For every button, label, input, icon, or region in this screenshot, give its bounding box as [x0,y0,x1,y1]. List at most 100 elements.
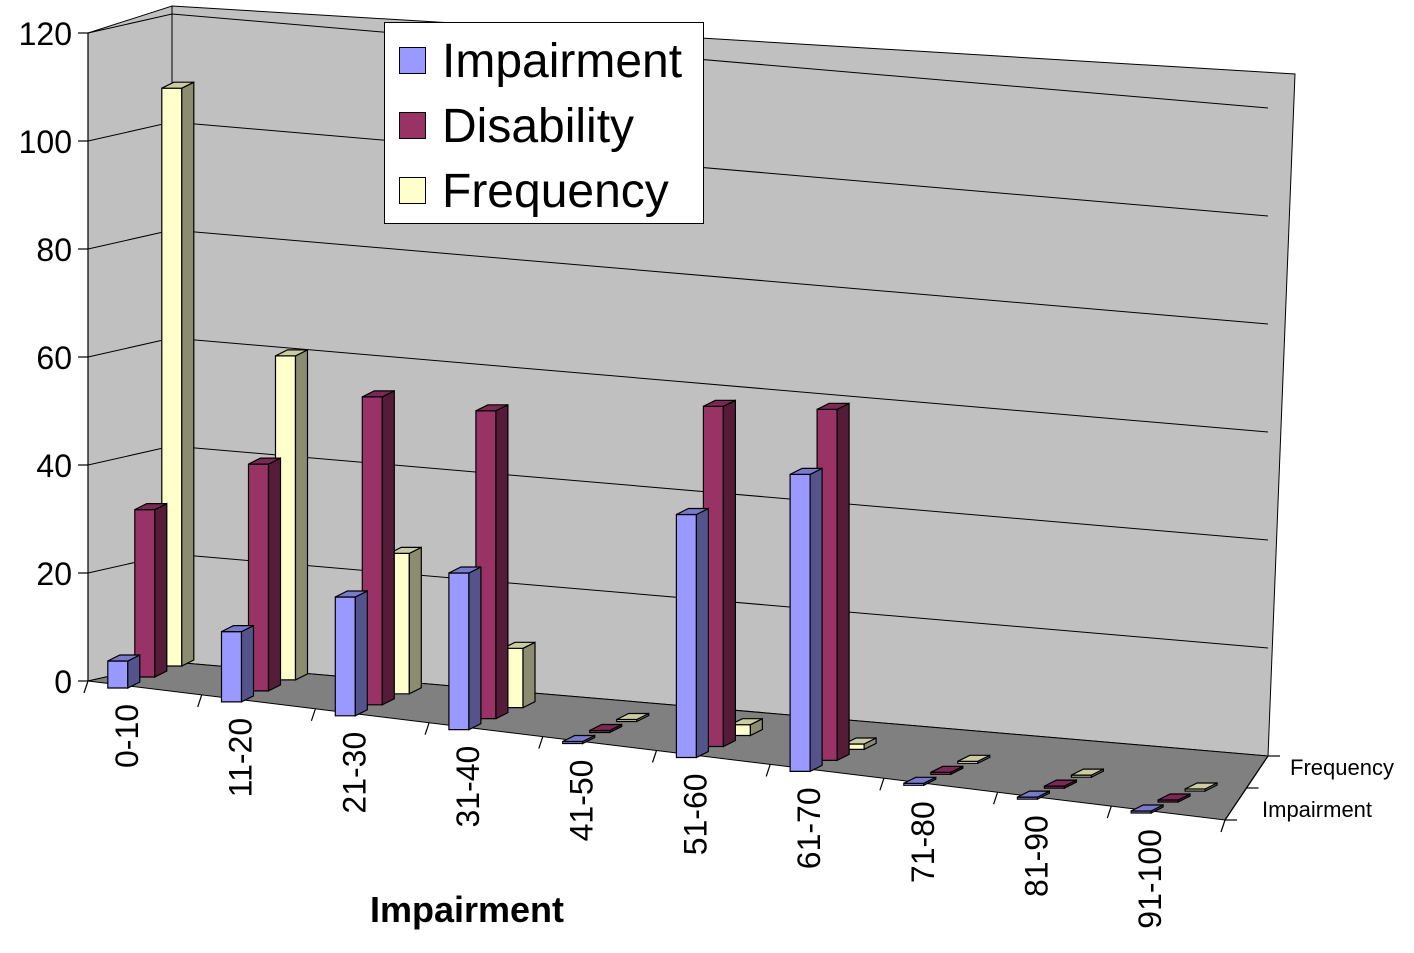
bar-side [468,566,482,731]
bar-top [275,349,308,357]
bar-top [1130,804,1164,812]
bar-side [722,399,737,748]
y-tick-label: 20 [36,556,72,592]
legend-label-disability: Disability [442,100,635,153]
depth-axis-label: Frequency [1290,755,1394,780]
bar-impairment-91-100 [1130,804,1164,814]
bar-impairment-21-30 [334,590,368,717]
y-tick-label: 80 [36,232,72,268]
x-tick-mark [424,722,430,735]
bar-impairment-41-50 [562,734,596,745]
bar-frequency-91-100 [1184,782,1218,792]
bar-side [809,467,823,773]
bar-top [389,546,422,555]
legend-swatch-impairment [399,47,426,74]
bar-impairment-11-20 [220,624,255,703]
x-tick-label: 41-50 [564,760,600,842]
bar-top [789,467,823,475]
bar-top [362,390,395,398]
bar-side [408,546,422,695]
bar-top [562,734,595,743]
bar-disability-81-90 [1043,779,1078,790]
x-tick-label: 31-40 [450,746,486,828]
bar-frequency-41-50 [616,712,650,723]
bar-top [161,81,195,89]
bar-top [730,718,763,726]
bar-top [335,590,368,598]
legend-label-impairment: Impairment [442,35,683,88]
x-tick-label: 71-80 [905,801,941,883]
y-tick-label: 100 [19,124,72,160]
bar-front [220,630,243,703]
bar-top [134,503,168,511]
bar-front [675,513,698,759]
legend: Impairment Disability Frequency [384,22,704,224]
bar-disability-31-40 [475,403,509,720]
x-tick-mark [197,694,203,708]
bar-impairment-61-70 [789,467,823,773]
bar-top [703,399,736,407]
gridline [87,13,1269,109]
x-tick-label: 81-90 [1018,815,1054,897]
bar-side [154,502,168,678]
value-axis: 0 20 40 60 80 100 120 [19,16,89,700]
bar-top [1044,779,1077,787]
bar-front [134,509,156,678]
bar-disability-21-30 [361,389,395,706]
bar-top [843,737,877,745]
bar-top [676,507,709,516]
bar-front [789,473,811,773]
bar-top [248,457,281,465]
bar-top [589,723,622,732]
bar-side [381,389,395,706]
bar-top [502,641,536,649]
x-tick-mark [993,792,999,805]
legend-swatch-frequency [399,177,426,204]
bar-side [354,590,368,717]
category-axis: 0-10 11-20 21-30 31-40 41-50 51-60 61-70 71-80 8… [83,680,1226,929]
bar-disability-91-100 [1157,793,1191,803]
x-tick-mark [651,750,658,763]
depth-axis-label: Impairment [1262,797,1372,822]
x-tick-mark [1220,819,1226,833]
x-tick-label: 61-70 [791,787,827,869]
bar-top [1071,768,1104,776]
bar-side [495,403,509,720]
bar-top [1157,793,1191,801]
x-tick-mark [83,680,89,694]
bar-top [448,566,482,574]
bar-impairment-51-60 [675,507,710,759]
bar-top [221,624,254,633]
x-axis-title: Impairment [370,889,564,930]
bar-side [695,507,710,759]
bar-disability-71-80 [930,765,964,776]
bar-frequency-71-80 [957,754,991,765]
bar-impairment-81-90 [1016,790,1051,801]
bar-side [836,402,850,762]
x-tick-mark [538,736,544,749]
bar-side [240,624,255,703]
bar-disability-41-50 [589,723,623,734]
x-tick-mark [1106,805,1112,819]
bar-impairment-71-80 [903,776,937,787]
legend-label-frequency: Frequency [442,165,669,218]
bar-side [181,81,195,667]
bar-top [816,402,850,410]
bar-top [903,776,937,784]
x-tick-mark [765,764,771,777]
bar-top [1017,790,1050,798]
bar-side [522,641,536,709]
bar-top [107,654,141,662]
y-tick-label: 120 [19,16,72,52]
x-tick-mark [310,708,316,721]
bar-side [294,348,309,681]
bar-frequency-51-60 [729,717,764,737]
bar-top [616,712,649,721]
bar-impairment-31-40 [448,566,482,731]
x-tick-label: 51-60 [677,773,713,855]
bar-side [267,457,282,692]
y-tick-label: 60 [36,340,72,376]
bar-top [957,754,991,762]
bars [107,81,1218,814]
